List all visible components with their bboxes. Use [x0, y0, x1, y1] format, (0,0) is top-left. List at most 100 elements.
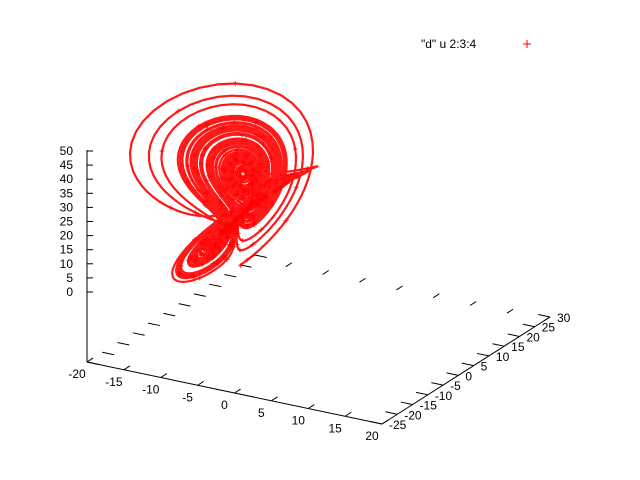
data-point-marker — [250, 241, 256, 247]
data-point-marker — [175, 108, 181, 114]
data-point-marker — [250, 189, 256, 195]
y-tick-mark-far — [178, 303, 191, 307]
y-tick-mark-far — [209, 283, 222, 288]
data-point-marker — [269, 155, 275, 161]
y-tick-label: 30 — [557, 311, 571, 325]
data-point-marker — [190, 260, 196, 266]
x-tick-label: -5 — [182, 390, 193, 404]
data-point-marker — [222, 211, 228, 217]
data-point-marker — [255, 193, 261, 199]
data-point-marker — [241, 186, 247, 192]
data-point-marker — [219, 193, 225, 199]
data-point-marker — [231, 119, 237, 125]
data-point-marker — [216, 247, 222, 253]
data-point-marker — [255, 143, 261, 149]
data-point-marker — [193, 256, 199, 262]
data-point-marker — [268, 155, 274, 161]
data-point-marker — [242, 218, 248, 224]
data-point-marker — [231, 218, 237, 224]
data-point-marker — [235, 188, 241, 194]
data-point-marker — [193, 210, 199, 216]
data-point-marker — [206, 230, 212, 236]
z-tick-label: 20 — [60, 229, 74, 243]
data-point-marker — [245, 151, 251, 157]
z-tick-label: 45 — [60, 158, 74, 172]
data-point-marker — [233, 152, 239, 158]
data-point-marker — [239, 132, 245, 138]
data-point-marker — [232, 81, 238, 87]
data-point-marker — [269, 199, 275, 205]
data-point-marker — [218, 213, 224, 219]
y-tick-mark-far — [193, 293, 206, 297]
data-point-marker — [217, 143, 223, 149]
y-tick-label: 0 — [465, 369, 472, 383]
z-tick-label: 35 — [60, 186, 74, 200]
x-tick-mark — [197, 380, 205, 386]
data-point-marker — [185, 163, 191, 169]
data-point-marker — [219, 220, 225, 226]
z-tick-label: 40 — [60, 172, 74, 186]
y-tick-mark-far — [254, 254, 267, 258]
data-point-marker — [243, 168, 249, 174]
data-point-marker — [225, 220, 231, 226]
y-tick-label: -25 — [389, 418, 407, 432]
data-point-marker — [244, 162, 250, 168]
data-point-marker — [288, 172, 294, 178]
data-point-marker — [253, 120, 259, 126]
data-point-marker — [218, 206, 224, 212]
data-point-marker — [240, 238, 246, 244]
data-point-marker — [221, 124, 227, 130]
data-point-marker — [245, 222, 251, 228]
data-point-marker — [254, 193, 260, 199]
data-point-marker — [211, 155, 217, 161]
data-point-marker — [205, 255, 211, 261]
data-point-marker — [287, 177, 293, 183]
data-point-marker — [254, 169, 260, 175]
x-tick-label: 0 — [221, 398, 228, 412]
data-point-marker — [232, 192, 238, 198]
axes-layer: -20-15-10-505101520-25-20-15-10-50510152… — [60, 144, 571, 443]
y-tick-mark-far — [147, 322, 160, 327]
x-tick-mark-far — [359, 277, 366, 283]
data-point-marker — [223, 167, 229, 173]
data-point-marker — [209, 255, 215, 261]
data-point-marker — [234, 241, 240, 247]
y-tick-label: 25 — [542, 321, 556, 335]
x-tick-label: 5 — [258, 406, 265, 420]
data-point-marker — [280, 175, 286, 181]
x-tick-mark — [123, 365, 131, 371]
data-point-marker — [229, 162, 235, 168]
x-tick-label: 10 — [292, 414, 306, 428]
data-point-marker — [199, 239, 205, 245]
data-point-marker — [263, 199, 269, 205]
x-tick-mark — [160, 373, 168, 378]
data-point-marker — [245, 171, 251, 177]
x-tick-label: 15 — [328, 421, 342, 435]
data-point-marker — [278, 172, 284, 178]
data-point-marker — [178, 263, 184, 269]
data-point-marker — [195, 123, 201, 129]
x-tick-mark-far — [506, 308, 514, 314]
y-tick-mark — [461, 362, 474, 367]
y-tick-mark — [415, 391, 428, 396]
y-tick-mark — [431, 382, 444, 386]
data-point-marker — [232, 181, 238, 187]
data-point-marker — [258, 227, 264, 233]
x-tick-mark — [271, 396, 278, 402]
data-point-marker — [218, 240, 224, 246]
data-point-marker — [238, 196, 244, 202]
data-point-marker — [218, 126, 224, 132]
data-point-marker — [268, 177, 274, 183]
data-point-marker — [219, 149, 225, 155]
data-point-marker — [251, 192, 257, 198]
data-point-marker — [244, 257, 250, 263]
data-point-marker — [185, 257, 191, 263]
data-point-marker — [256, 133, 262, 139]
data-point-marker — [187, 253, 193, 259]
data-point-marker — [294, 174, 300, 180]
data-point-marker — [221, 231, 227, 237]
data-point-marker — [230, 153, 236, 159]
data-point-marker — [238, 263, 244, 269]
data-point-marker — [191, 165, 197, 171]
data-point-marker — [211, 252, 217, 258]
